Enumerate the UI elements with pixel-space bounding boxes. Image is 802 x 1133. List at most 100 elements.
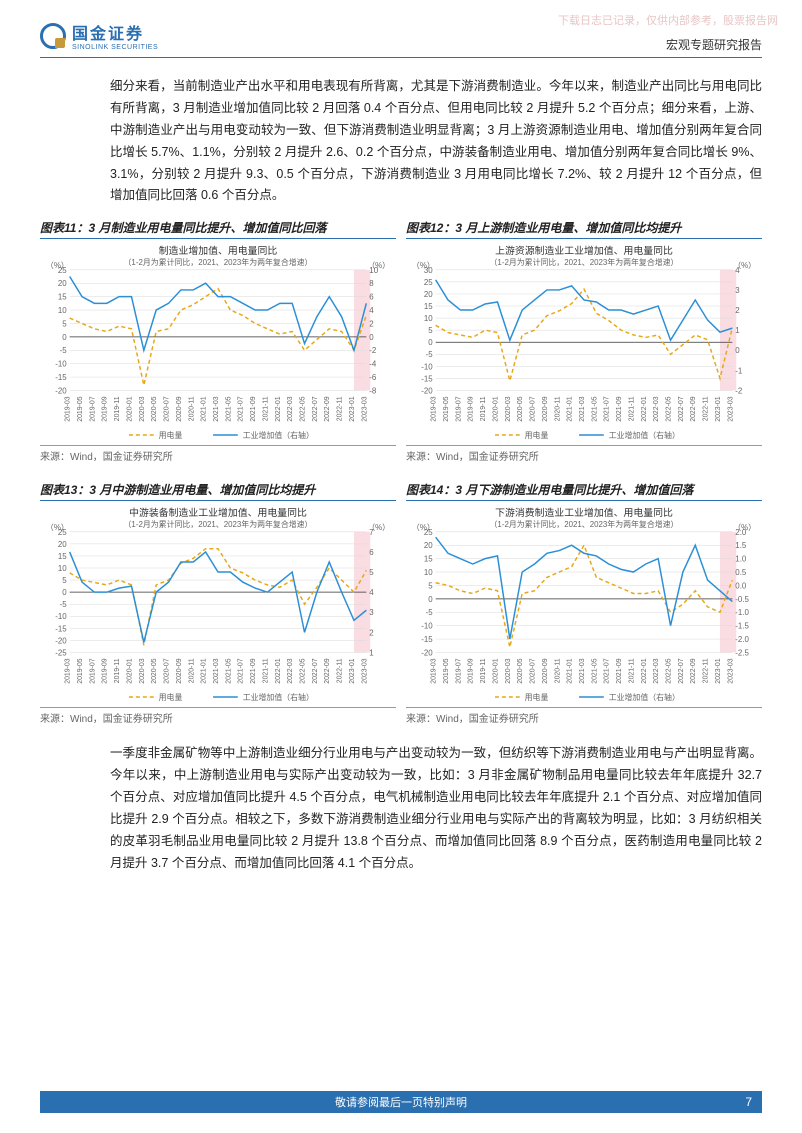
svg-text:2019-05: 2019-05	[77, 397, 84, 423]
svg-text:20: 20	[424, 290, 433, 299]
svg-text:2023-01: 2023-01	[349, 397, 356, 423]
chart-12: 图表12：3 月上游制造业用电量、增加值同比均提升 上游资源制造业工业增加值、用…	[406, 219, 762, 463]
svg-text:2020-03: 2020-03	[139, 397, 146, 423]
svg-text:2020-05: 2020-05	[151, 659, 158, 685]
svg-text:25: 25	[58, 528, 67, 537]
paragraph-2: 一季度非金属矿物等中上游制造业细分行业用电与产出变动较为一致，但纺织等下游消费制…	[110, 743, 762, 874]
svg-text:-20: -20	[421, 387, 433, 396]
chart-13-title: 图表13：3 月中游制造业用电量、增加值同比均提升	[40, 481, 396, 501]
svg-text:（1-2月为累计同比，2021、2023年为两年复合增速）: （1-2月为累计同比，2021、2023年为两年复合增速）	[124, 257, 313, 267]
svg-text:2020-03: 2020-03	[139, 659, 146, 685]
svg-text:2022-05: 2022-05	[300, 397, 307, 423]
svg-text:2021-03: 2021-03	[213, 397, 220, 423]
svg-text:2022-07: 2022-07	[312, 397, 319, 423]
svg-text:-10: -10	[421, 622, 433, 631]
chart-14-title: 图表14：3 月下游制造业用电量同比提升、增加值回落	[406, 481, 762, 501]
svg-text:-1.5: -1.5	[735, 622, 749, 631]
svg-text:2022-05: 2022-05	[666, 659, 673, 685]
svg-text:2022-07: 2022-07	[678, 659, 685, 685]
svg-text:上游资源制造业工业增加值、用电量同比: 上游资源制造业工业增加值、用电量同比	[495, 244, 673, 257]
svg-text:-5: -5	[426, 350, 434, 359]
svg-text:2021-11: 2021-11	[628, 659, 635, 684]
svg-text:10: 10	[369, 266, 378, 275]
chart-13: 图表13：3 月中游制造业用电量、增加值同比均提升 中游装备制造业工业增加值、用…	[40, 481, 396, 725]
svg-text:2021-05: 2021-05	[591, 659, 598, 685]
svg-text:（1-2月为累计同比，2021、2023年为两年复合增速）: （1-2月为累计同比，2021、2023年为两年复合增速）	[124, 519, 313, 529]
svg-text:2021-09: 2021-09	[250, 659, 257, 685]
svg-text:0: 0	[62, 588, 67, 597]
svg-text:2021-11: 2021-11	[262, 659, 269, 684]
svg-text:2021-05: 2021-05	[591, 397, 598, 423]
svg-text:2019-03: 2019-03	[65, 397, 72, 423]
svg-text:-2.5: -2.5	[735, 649, 749, 658]
chart-11-source: 来源：Wind，国金证券研究所	[40, 445, 396, 463]
svg-text:2020-01: 2020-01	[492, 397, 499, 423]
svg-text:2019-03: 2019-03	[431, 659, 438, 685]
svg-text:25: 25	[424, 278, 433, 287]
svg-text:（1-2月为累计同比，2021、2023年为两年复合增速）: （1-2月为累计同比，2021、2023年为两年复合增速）	[490, 257, 679, 267]
svg-text:2021-07: 2021-07	[604, 659, 611, 685]
chart-13-source: 来源：Wind，国金证券研究所	[40, 707, 396, 725]
svg-text:2022-03: 2022-03	[653, 397, 660, 423]
svg-text:1: 1	[735, 326, 740, 335]
svg-text:2022-05: 2022-05	[666, 397, 673, 423]
svg-text:2022-03: 2022-03	[287, 397, 294, 423]
logo-mark-icon	[40, 23, 66, 49]
svg-text:2020-07: 2020-07	[164, 397, 171, 423]
svg-text:2021-09: 2021-09	[616, 397, 623, 423]
svg-text:-2: -2	[369, 346, 376, 355]
svg-text:2020-05: 2020-05	[517, 659, 524, 685]
page-number: 7	[745, 1095, 752, 1109]
svg-text:下游消费制造业工业增加值、用电量同比: 下游消费制造业工业增加值、用电量同比	[495, 506, 673, 519]
svg-text:2022-01: 2022-01	[641, 659, 648, 685]
svg-text:7: 7	[369, 528, 373, 537]
chart-row-2: 图表13：3 月中游制造业用电量、增加值同比均提升 中游装备制造业工业增加值、用…	[40, 481, 762, 725]
svg-text:15: 15	[58, 552, 67, 561]
svg-text:2020-09: 2020-09	[176, 659, 183, 685]
svg-text:工业增加值（右轴）: 工业增加值（右轴）	[609, 430, 680, 440]
svg-text:2019-05: 2019-05	[443, 659, 450, 685]
svg-text:-1: -1	[735, 367, 743, 376]
footer-disclaimer: 敬请参阅最后一页特别声明	[335, 1094, 467, 1110]
logo-text: 国金证券 SINOLINK SECURITIES	[72, 20, 158, 51]
svg-text:15: 15	[424, 302, 433, 311]
svg-text:-4: -4	[369, 360, 377, 369]
svg-text:2022-01: 2022-01	[641, 397, 648, 423]
svg-text:制造业增加值、用电量同比: 制造业增加值、用电量同比	[159, 244, 278, 257]
svg-text:-2: -2	[735, 387, 742, 396]
svg-text:2020-11: 2020-11	[188, 397, 195, 422]
svg-text:2022-11: 2022-11	[337, 397, 344, 422]
svg-text:-25: -25	[55, 649, 67, 658]
svg-text:用电量: 用电量	[525, 430, 549, 440]
svg-text:-15: -15	[421, 635, 433, 644]
svg-text:-20: -20	[55, 637, 67, 646]
chart-row-1: 图表11：3 月制造业用电量同比提升、增加值同比回落 制造业增加值、用电量同比（…	[40, 219, 762, 463]
chart-12-title: 图表12：3 月上游制造业用电量、增加值同比均提升	[406, 219, 762, 239]
svg-text:2021-09: 2021-09	[616, 659, 623, 685]
svg-text:2019-09: 2019-09	[468, 659, 475, 685]
svg-text:-10: -10	[55, 360, 67, 369]
svg-text:2022-01: 2022-01	[275, 397, 282, 423]
svg-text:0.0: 0.0	[735, 582, 747, 591]
svg-text:2020-03: 2020-03	[505, 397, 512, 423]
svg-text:2020-05: 2020-05	[151, 397, 158, 423]
svg-text:2023-03: 2023-03	[727, 397, 734, 423]
svg-text:-15: -15	[55, 373, 67, 382]
svg-text:2020-07: 2020-07	[530, 659, 537, 685]
svg-text:2020-05: 2020-05	[517, 397, 524, 423]
svg-text:2023-01: 2023-01	[715, 659, 722, 685]
svg-text:-5: -5	[426, 608, 434, 617]
svg-text:2023-03: 2023-03	[361, 397, 368, 423]
svg-text:5: 5	[369, 568, 374, 577]
svg-text:4: 4	[369, 306, 374, 315]
svg-text:2019-05: 2019-05	[443, 397, 450, 423]
svg-text:1: 1	[369, 649, 374, 658]
svg-text:5: 5	[62, 320, 67, 329]
svg-text:2021-07: 2021-07	[238, 659, 245, 685]
svg-text:2019-09: 2019-09	[468, 397, 475, 423]
svg-text:用电量: 用电量	[525, 692, 549, 702]
svg-text:2022-01: 2022-01	[275, 659, 282, 685]
svg-text:工业增加值（右轴）: 工业增加值（右轴）	[609, 692, 680, 702]
svg-text:用电量: 用电量	[159, 692, 183, 702]
svg-text:3: 3	[369, 608, 374, 617]
